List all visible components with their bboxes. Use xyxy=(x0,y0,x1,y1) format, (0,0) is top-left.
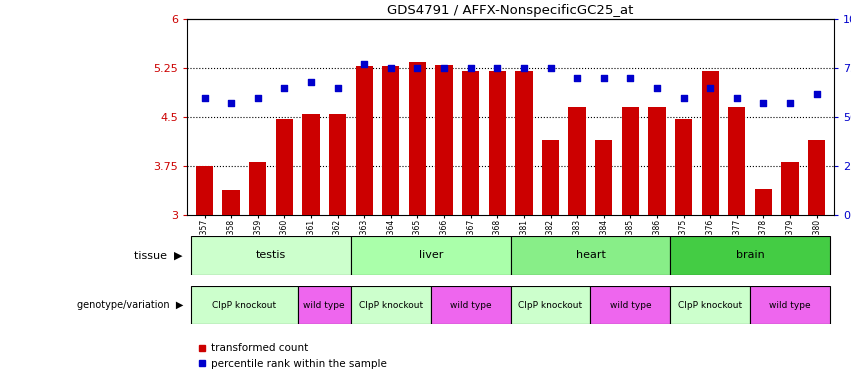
Text: ClpP knockout: ClpP knockout xyxy=(678,301,742,310)
Point xyxy=(331,85,345,91)
Point xyxy=(810,91,824,97)
Bar xyxy=(351,286,431,324)
Bar xyxy=(302,114,320,215)
Point xyxy=(704,85,717,91)
Point xyxy=(437,65,451,71)
Bar xyxy=(750,286,830,324)
Text: liver: liver xyxy=(419,250,443,260)
Bar xyxy=(622,108,639,215)
Bar xyxy=(196,166,213,215)
Point xyxy=(757,100,770,106)
Bar xyxy=(591,286,671,324)
Point xyxy=(384,65,397,71)
Title: GDS4791 / AFFX-NonspecificGC25_at: GDS4791 / AFFX-NonspecificGC25_at xyxy=(387,3,634,17)
Bar xyxy=(675,119,692,215)
Legend: transformed count, percentile rank within the sample: transformed count, percentile rank withi… xyxy=(192,339,391,373)
Text: brain: brain xyxy=(736,250,764,260)
Point xyxy=(251,94,265,101)
Point xyxy=(357,61,371,67)
Bar xyxy=(648,108,665,215)
Point xyxy=(730,94,744,101)
Bar xyxy=(249,162,266,215)
Bar xyxy=(511,286,591,324)
Text: genotype/variation  ▶: genotype/variation ▶ xyxy=(77,300,183,310)
Text: wild type: wild type xyxy=(304,301,346,310)
Text: wild type: wild type xyxy=(450,301,492,310)
Bar xyxy=(808,140,825,215)
Bar xyxy=(222,190,240,215)
Text: ClpP knockout: ClpP knockout xyxy=(359,301,423,310)
Text: testis: testis xyxy=(256,250,286,260)
Bar xyxy=(755,189,772,215)
Text: wild type: wild type xyxy=(609,301,651,310)
Bar xyxy=(542,140,559,215)
Bar xyxy=(515,71,533,215)
Bar xyxy=(191,236,351,275)
Text: ClpP knockout: ClpP knockout xyxy=(213,301,277,310)
Point xyxy=(277,85,291,91)
Text: ClpP knockout: ClpP knockout xyxy=(518,301,583,310)
Point xyxy=(517,65,531,71)
Bar xyxy=(728,108,745,215)
Point xyxy=(464,65,477,71)
Bar xyxy=(356,66,373,215)
Bar xyxy=(701,71,719,215)
Bar xyxy=(298,286,351,324)
Point xyxy=(783,100,797,106)
Bar xyxy=(671,286,750,324)
Point xyxy=(411,65,425,71)
Text: tissue  ▶: tissue ▶ xyxy=(134,250,183,260)
Bar xyxy=(462,71,479,215)
Bar xyxy=(781,162,799,215)
Bar xyxy=(488,71,506,215)
Point xyxy=(624,75,637,81)
Bar xyxy=(329,114,346,215)
Bar xyxy=(408,62,426,215)
Bar xyxy=(568,108,585,215)
Point xyxy=(544,65,557,71)
Text: heart: heart xyxy=(575,250,605,260)
Point xyxy=(650,85,664,91)
Bar xyxy=(431,286,511,324)
Point xyxy=(197,94,211,101)
Text: wild type: wild type xyxy=(769,301,811,310)
Bar xyxy=(191,286,298,324)
Point xyxy=(304,79,317,85)
Bar xyxy=(382,66,399,215)
Point xyxy=(677,94,690,101)
Point xyxy=(597,75,610,81)
Bar xyxy=(511,236,671,275)
Point xyxy=(490,65,504,71)
Bar xyxy=(436,65,453,215)
Bar xyxy=(351,236,511,275)
Bar xyxy=(671,236,830,275)
Point xyxy=(225,100,238,106)
Bar xyxy=(595,140,613,215)
Bar xyxy=(276,119,293,215)
Point xyxy=(570,75,584,81)
